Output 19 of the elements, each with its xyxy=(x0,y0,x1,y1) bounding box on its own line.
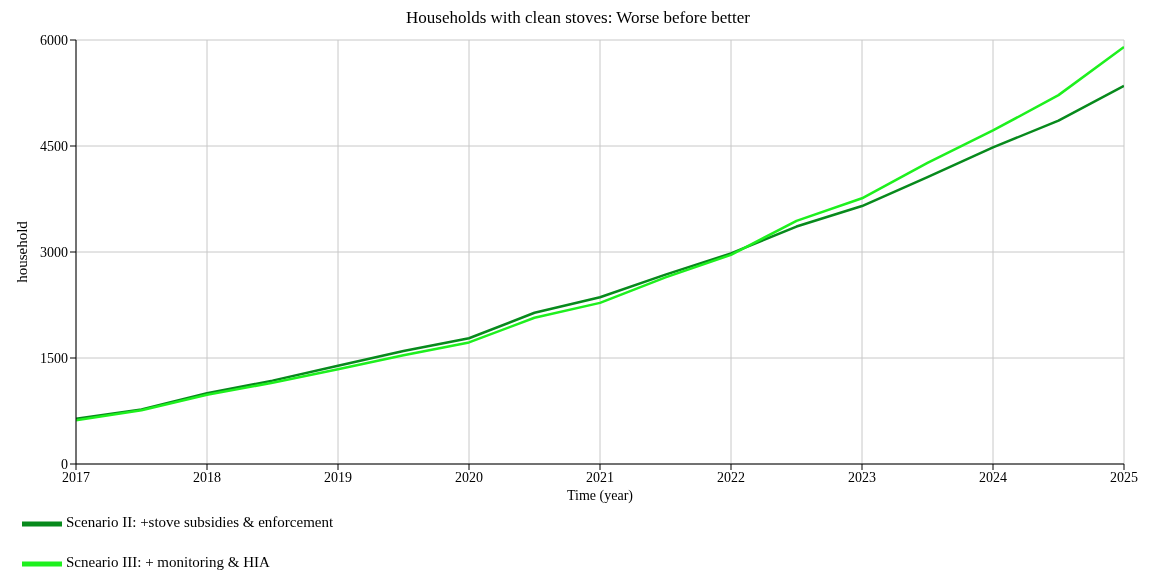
x-tick-label: 2020 xyxy=(455,469,483,485)
x-tick-label: 2022 xyxy=(717,469,745,485)
y-tick-label: 0 xyxy=(61,456,68,472)
chart-title: Households with clean stoves: Worse before better xyxy=(405,8,751,29)
legend-label: Scenario II: +stove subsidies & enforcement xyxy=(66,514,334,531)
y-axis-title: household xyxy=(14,220,31,283)
x-tick-label: 2018 xyxy=(193,469,221,485)
x-tick-label: 2023 xyxy=(848,469,876,485)
x-tick-label: 2021 xyxy=(586,469,614,485)
x-tick-label: 2019 xyxy=(324,469,352,485)
x-tick-label: 2017 xyxy=(62,469,90,485)
y-tick-label: 1500 xyxy=(40,350,68,366)
x-tick-label: 2024 xyxy=(979,469,1007,485)
x-axis-title: Time (year) xyxy=(567,488,634,504)
x-tick-label: 2025 xyxy=(1110,469,1138,485)
y-tick-label: 4500 xyxy=(40,138,68,154)
y-tick-label: 6000 xyxy=(40,32,68,48)
y-tick-label: 3000 xyxy=(40,244,68,260)
legend-label: Scneario III: + monitoring & HIA xyxy=(66,554,270,571)
